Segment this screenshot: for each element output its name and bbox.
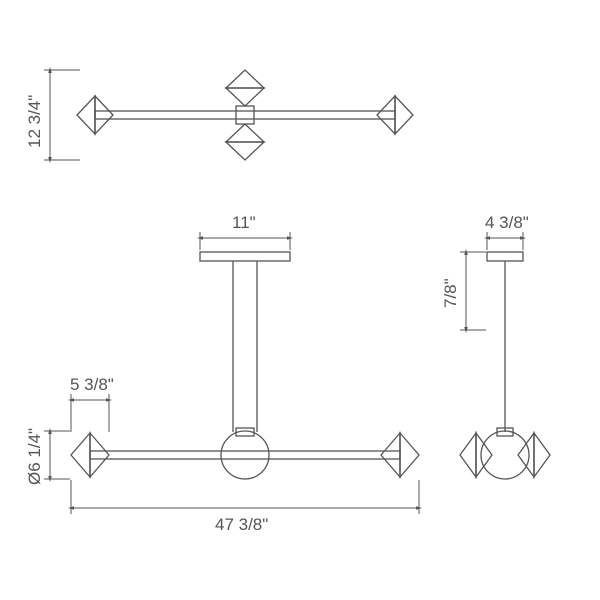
dim-canopy-width: 11" — [200, 213, 290, 250]
front-view — [71, 252, 419, 479]
top-view — [77, 70, 413, 160]
dim-side-canopy: 4 3/8" — [485, 213, 529, 250]
dim-overall-width: 47 3/8" — [71, 480, 419, 534]
side-view — [460, 252, 550, 479]
dim-side-drop: 7/8" — [441, 252, 486, 330]
dim-diamond-width: 5 3/8" — [70, 375, 114, 432]
dim-label: 12 3/4" — [25, 95, 44, 148]
dim-label: 7/8" — [441, 278, 460, 308]
dim-label: 5 3/8" — [70, 375, 114, 394]
dim-ball-diameter: Ø6 1/4" — [25, 428, 70, 485]
dim-label: 47 3/8" — [215, 515, 268, 534]
dim-top-height: 12 3/4" — [25, 70, 80, 160]
dim-label: Ø6 1/4" — [25, 428, 44, 485]
dim-label: 11" — [232, 213, 256, 232]
dim-label: 4 3/8" — [485, 213, 529, 232]
